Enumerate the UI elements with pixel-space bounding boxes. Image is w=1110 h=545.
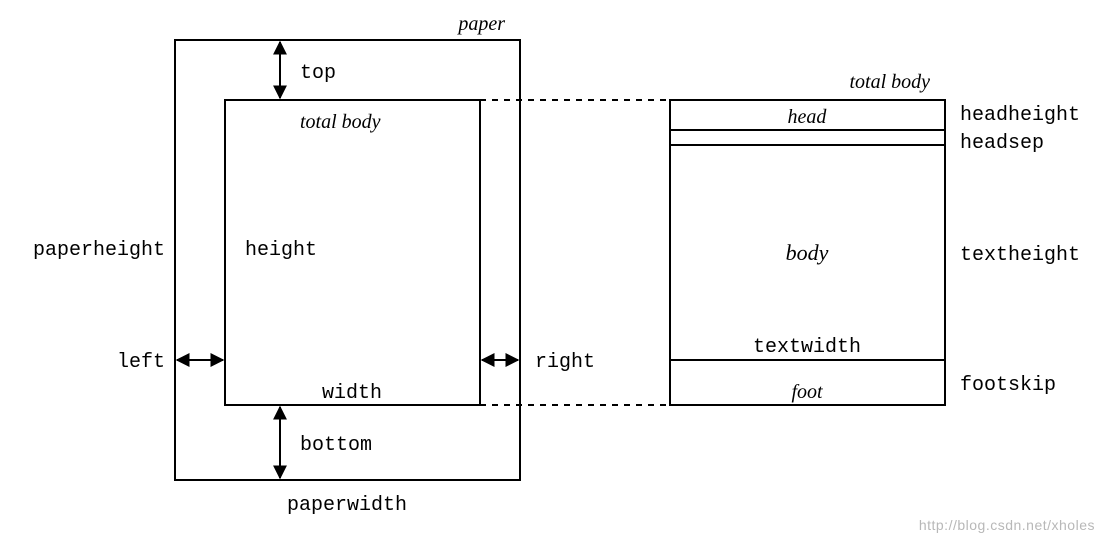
total-body-label: total body bbox=[300, 111, 381, 133]
right-body-diagram: total body head body textwidth foot head… bbox=[670, 71, 1080, 405]
bottom-label: bottom bbox=[300, 434, 372, 457]
paper-rect bbox=[175, 40, 520, 480]
headsep-label: headsep bbox=[960, 132, 1044, 155]
left-label: left bbox=[117, 351, 165, 374]
page-layout-diagram: paper total body top bottom left right h… bbox=[0, 0, 1110, 545]
paperwidth-label: paperwidth bbox=[287, 494, 407, 517]
top-label: top bbox=[300, 62, 336, 85]
paperheight-label: paperheight bbox=[33, 239, 165, 262]
body-label: body bbox=[786, 240, 829, 265]
head-label: head bbox=[788, 106, 828, 128]
right-title: total body bbox=[849, 71, 930, 93]
headheight-label: headheight bbox=[960, 104, 1080, 127]
footskip-label: footskip bbox=[960, 374, 1056, 397]
left-paper-diagram: paper total body top bottom left right h… bbox=[33, 13, 595, 517]
textheight-label: textheight bbox=[960, 244, 1080, 267]
watermark-text: http://blog.csdn.net/xholes bbox=[919, 517, 1095, 533]
foot-label: foot bbox=[791, 381, 823, 403]
width-label: width bbox=[322, 382, 382, 405]
paper-title: paper bbox=[456, 13, 505, 35]
right-label: right bbox=[535, 351, 595, 374]
height-label: height bbox=[245, 239, 317, 262]
textwidth-label: textwidth bbox=[753, 336, 861, 359]
